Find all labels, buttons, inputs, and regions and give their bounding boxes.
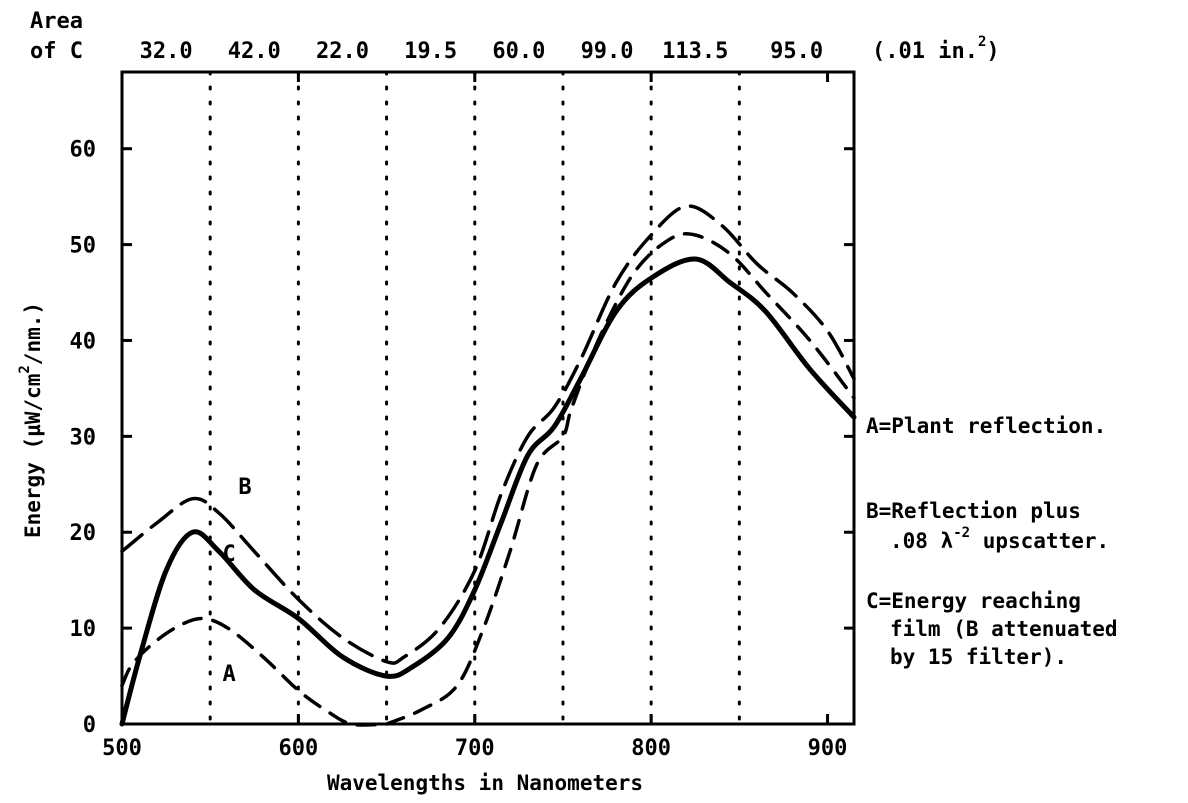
area-value-5: 60.0 [492,39,545,64]
text-labels: 500 600 700 800 900 0 10 20 30 40 50 60 32.0 42.0 22.0… [70,39,848,761]
series-line-a [122,619,387,726]
x-tick-label-600: 600 [279,736,319,761]
area-value-1: 32.0 [140,39,193,64]
curve-label-a: A [223,662,236,687]
x-axis-title: Wavelengths in Nanometers [327,771,643,795]
area-value-2: 42.0 [228,39,281,64]
series-line-b [122,206,854,663]
series-line-c [122,259,854,724]
area-value-6: 99.0 [581,39,634,64]
series-layer [122,206,854,725]
area-value-3: 22.0 [316,39,369,64]
area-header-line1: Area [30,9,83,34]
legend-entry-a: A=Plant reflection. [866,414,1106,438]
area-unit-label: (.01 in.2) [872,34,1000,64]
axis-ticks [122,72,854,724]
legend-entry-b-line1: B=Reflection plus [866,499,1081,523]
area-value-7: 113.5 [662,39,728,64]
area-value-4: 19.5 [404,39,457,64]
x-tick-label-700: 700 [455,736,495,761]
y-tick-label-0: 0 [83,713,96,738]
y-tick-label-20: 20 [70,521,97,546]
y-tick-label-40: 40 [70,329,97,354]
y-tick-label-10: 10 [70,617,97,642]
band-boundary-gridlines [210,72,739,724]
legend-entry-b-line2: .08 λ-2 upscatter. [890,525,1109,553]
y-axis-title: Energy (µW/cm2/nm.) [17,302,45,538]
legend-entry-c-line3: by 15 filter). [890,645,1067,669]
plot-area-frame [122,72,854,724]
area-value-8: 95.0 [770,39,823,64]
x-tick-label-800: 800 [631,736,671,761]
x-tick-label-500: 500 [102,736,142,761]
x-tick-label-900: 900 [808,736,848,761]
legend-entry-c-line2: film (B attenuated [890,617,1118,641]
y-tick-label-50: 50 [70,234,97,259]
y-tick-label-30: 30 [70,425,97,450]
curve-label-c: C [223,542,236,567]
area-header-line2: of C [30,39,83,64]
legend-entry-c-line1: C=Energy reaching [866,589,1081,613]
y-tick-label-60: 60 [70,138,97,163]
curve-label-b: B [238,475,251,500]
